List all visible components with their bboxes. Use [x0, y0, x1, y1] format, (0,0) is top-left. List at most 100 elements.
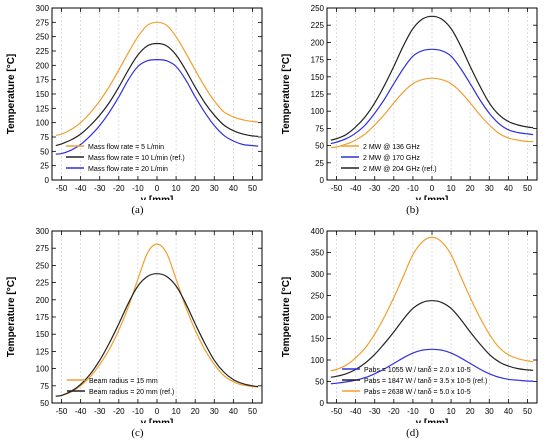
x-tick-label: 50 [248, 184, 257, 193]
y-tick-label: 50 [40, 399, 49, 408]
series-line [330, 300, 534, 378]
x-tick-label: 30 [210, 407, 219, 416]
y-tick-label: 200 [311, 38, 325, 47]
x-tick-label: -30 [369, 184, 381, 193]
x-tick-label: 10 [172, 184, 181, 193]
series-line [55, 59, 259, 155]
y-tick-label: 25 [40, 162, 49, 171]
x-tick-label: 30 [485, 184, 494, 193]
legend-label: 2 MW @ 136 GHz [363, 144, 420, 151]
y-tick-label: 75 [40, 133, 49, 142]
panel-a: -50 -40 -30 -20 -10 0 10 20 30 40 50 0 25 50 75 100 125 1… [0, 0, 275, 223]
x-tick-label: 10 [172, 407, 181, 416]
x-tick-label: 20 [191, 184, 200, 193]
y-tick-label: 0 [320, 176, 325, 185]
caption-a: (a) [131, 204, 144, 216]
series-line [330, 348, 534, 385]
legend-label: Beam radius = 15 mm [89, 378, 158, 385]
y-tick-label: 175 [311, 56, 325, 65]
y-tick-label: 200 [311, 313, 325, 322]
panel-d: -50 -40 -30 -20 -10 0 10 20 30 40 50 0 50 100 150 200 25… [275, 223, 550, 446]
y-tick-label: 225 [311, 21, 325, 30]
y-tick-label: 300 [311, 270, 325, 279]
x-axis-label: y [mm] [141, 418, 174, 423]
chart-d: -50 -40 -30 -20 -10 0 10 20 30 40 50 0 50 100 150 200 25… [281, 227, 538, 423]
y-tick-label: 200 [36, 61, 50, 70]
y-axis-label: Temperature [°C] [6, 54, 17, 135]
y-axis-label: Temperature [°C] [6, 277, 17, 358]
x-axis-label: y [mm] [416, 418, 449, 423]
y-tick-label: 400 [311, 227, 325, 236]
x-tick-label: -20 [113, 184, 125, 193]
x-tick-label: 10 [447, 407, 456, 416]
series-line [330, 48, 534, 145]
x-tick-label: 40 [504, 184, 513, 193]
x-tick-label: -50 [56, 407, 68, 416]
chart-b: -50 -40 -30 -20 -10 0 10 20 30 40 50 0 25 50 75 100 125 1… [281, 4, 538, 200]
x-tick-label: -40 [350, 407, 362, 416]
y-tick-label: 0 [320, 399, 325, 408]
y-tick-label: 250 [36, 33, 50, 42]
x-tick-label: 30 [210, 184, 219, 193]
x-tick-label: 0 [430, 407, 435, 416]
x-tick-label: -10 [132, 407, 144, 416]
y-tick-label: 50 [315, 142, 324, 151]
x-tick-label: 20 [466, 184, 475, 193]
y-tick-label: 225 [36, 47, 50, 56]
y-axis-label: Temperature [°C] [281, 277, 292, 358]
chart-c: -50 -40 -30 -20 -10 0 10 20 30 40 50 50 75 100 125 150 1… [6, 227, 263, 423]
series-line [330, 236, 534, 372]
legend-label: Beam radius = 20 mm (ref.) [89, 389, 174, 396]
y-tick-label: 225 [36, 279, 50, 288]
x-tick-label: 30 [485, 407, 494, 416]
y-tick-label: 350 [311, 249, 325, 258]
y-tick-label: 275 [36, 18, 50, 27]
x-tick-label: -10 [407, 407, 419, 416]
x-tick-label: -40 [75, 184, 87, 193]
caption-c: (c) [131, 427, 144, 439]
chart-a: -50 -40 -30 -20 -10 0 10 20 30 40 50 0 25 50 75 100 125 1… [6, 4, 263, 200]
y-tick-label: 125 [36, 104, 50, 113]
x-tick-label: -40 [350, 184, 362, 193]
legend-label: Mass flow rate = 5 L/min [88, 144, 164, 151]
legend-label: Mass flow rate = 10 L/min (ref.) [88, 155, 185, 162]
caption-b: (b) [406, 204, 419, 216]
x-tick-label: 0 [430, 184, 435, 193]
y-tick-label: 250 [311, 4, 325, 13]
x-tick-label: -30 [369, 407, 381, 416]
y-tick-label: 175 [36, 76, 50, 85]
panel-b: -50 -40 -30 -20 -10 0 10 20 30 40 50 0 25 50 75 100 125 1… [275, 0, 550, 223]
series-line [330, 15, 534, 141]
y-tick-label: 175 [36, 313, 50, 322]
series-line [55, 273, 259, 397]
x-tick-label: 50 [523, 184, 532, 193]
y-tick-label: 100 [36, 365, 50, 374]
x-tick-label: -50 [331, 407, 343, 416]
y-tick-label: 200 [36, 296, 50, 305]
x-tick-label: 0 [155, 407, 160, 416]
y-tick-label: 150 [311, 335, 325, 344]
x-tick-label: 40 [229, 407, 238, 416]
y-tick-label: 100 [311, 356, 325, 365]
x-tick-label: -40 [75, 407, 87, 416]
x-tick-label: -20 [113, 407, 125, 416]
series-line [55, 243, 259, 397]
y-tick-label: 50 [40, 147, 49, 156]
y-tick-label: 150 [36, 330, 50, 339]
legend-label: Pabs = 1055 W / tanδ = 2.0 x 10-5 [364, 367, 471, 374]
legend-label: Mass flow rate = 20 L/min [88, 166, 168, 173]
x-tick-label: -30 [94, 184, 106, 193]
y-tick-label: 300 [36, 4, 50, 13]
legend-label: Pabs = 2638 W / tanδ = 5.0 x 10-5 [364, 389, 471, 396]
y-tick-label: 100 [36, 119, 50, 128]
x-tick-label: -20 [388, 407, 400, 416]
y-tick-label: 150 [311, 73, 325, 82]
series-line [330, 77, 534, 149]
x-tick-label: 50 [523, 407, 532, 416]
x-tick-label: -10 [407, 184, 419, 193]
y-tick-label: 250 [311, 292, 325, 301]
y-tick-label: 100 [311, 107, 325, 116]
x-tick-label: -10 [132, 184, 144, 193]
y-tick-label: 75 [40, 382, 49, 391]
caption-d: (d) [406, 427, 419, 439]
